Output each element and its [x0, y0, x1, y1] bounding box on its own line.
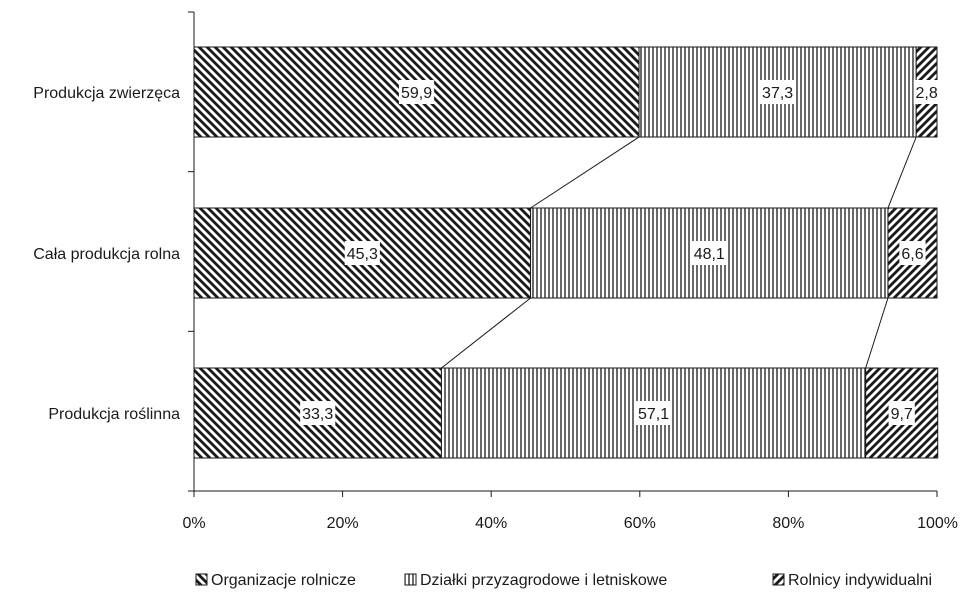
data-label-text: 48,1 [694, 246, 725, 263]
series-line [441, 297, 531, 369]
data-label-text: 6,6 [901, 246, 923, 263]
y-axis-ticks [188, 11, 194, 492]
legend-swatch-rolnicy [772, 573, 785, 586]
data-label: 37,3 [760, 80, 796, 104]
legend-item-rolnicy: Rolnicy indywidualni [772, 572, 932, 589]
data-label-background [344, 241, 380, 265]
data-label: 9,7 [888, 401, 915, 425]
data-label: 59,9 [398, 80, 435, 104]
data-label-text: 2,8 [915, 85, 937, 102]
data-label-background [691, 241, 727, 265]
bars [193, 46, 939, 459]
data-label: 48,1 [691, 241, 727, 265]
category-label: Cała produkcja rolna [33, 246, 180, 263]
legend-label-dzialki: Działki przyzagrodowe i letniskowe [420, 572, 667, 589]
x-tick-label: 40% [475, 515, 507, 532]
legend-label-rolnicy: Rolnicy indywidualni [788, 572, 932, 589]
data-label-text: 59,9 [401, 85, 432, 102]
series-line [865, 297, 889, 369]
x-tick-label: 20% [327, 515, 359, 532]
legend-label-organizacje: Organizacje rolnicze [211, 572, 356, 589]
data-label-text: 57,1 [638, 406, 669, 423]
data-label-background [398, 80, 435, 104]
x-tick-label: 80% [772, 515, 804, 532]
legend-swatch-dzialki [404, 573, 417, 586]
category-label: Produkcja roślinna [48, 406, 180, 423]
data-labels: 59,9 37,3 2,8 45,3 48,1 6,6 33,3 57,1 9,7 [300, 80, 940, 425]
legend-item-organizacje: Organizacje rolnicze [195, 572, 356, 589]
legend: Organizacje rolnicze Działki przyzagrodo… [195, 572, 932, 589]
x-tick-label: 0% [182, 515, 205, 532]
legend-item-dzialki: Działki przyzagrodowe i letniskowe [404, 572, 667, 589]
data-label-background [888, 401, 915, 425]
x-axis-ticks: 0% 20% 40% 60% 80% 100% [182, 491, 958, 532]
legend-swatch-organizacje [195, 573, 208, 586]
data-label-text: 33,3 [302, 406, 333, 423]
data-label-background [635, 401, 672, 425]
data-label-text: 9,7 [891, 406, 913, 423]
category-label: Produkcja zwierzęca [33, 85, 180, 102]
series-line [530, 136, 640, 209]
x-tick-label: 60% [624, 515, 656, 532]
x-tick-label: 100% [917, 515, 958, 532]
data-label-text: 45,3 [347, 246, 378, 263]
data-label: 45,3 [344, 241, 380, 265]
series-line [887, 136, 917, 209]
data-label-background [300, 401, 336, 425]
data-label-background [760, 80, 796, 104]
data-label: 6,6 [899, 241, 926, 265]
data-label: 33,3 [300, 401, 336, 425]
data-label: 57,1 [635, 401, 672, 425]
data-label-background [899, 241, 926, 265]
data-label: 2,8 [913, 80, 940, 104]
category-labels: Produkcja zwierzęca Cała produkcja rolna P… [33, 85, 180, 423]
series-lines [441, 136, 917, 369]
data-label-text: 37,3 [762, 85, 793, 102]
data-label-background [913, 80, 940, 104]
